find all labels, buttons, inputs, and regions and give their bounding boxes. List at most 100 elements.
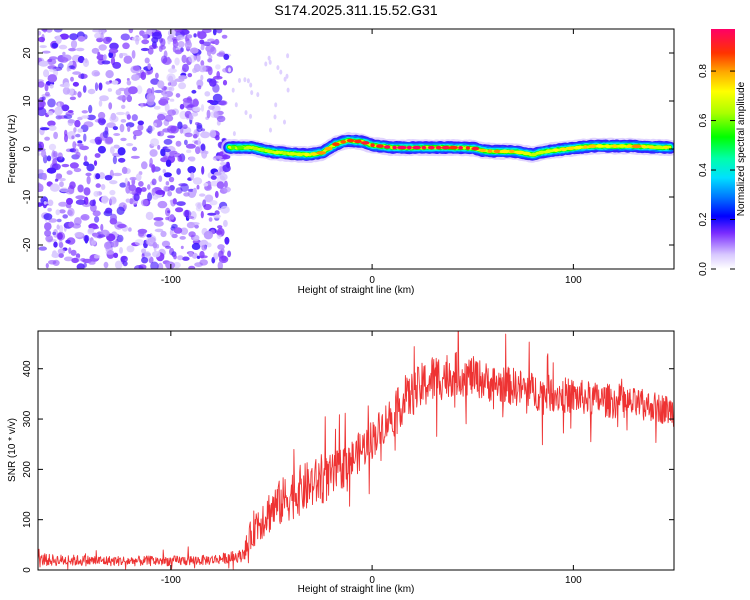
noise-blob [151, 188, 156, 196]
noise-blob [190, 222, 200, 226]
noise-blob [173, 254, 177, 260]
noise-blob [223, 219, 228, 228]
noise-blob [62, 51, 66, 56]
noise-blob [104, 175, 113, 181]
noise-blob [97, 51, 101, 57]
noise-blob [223, 180, 228, 189]
noise-speck [283, 119, 286, 125]
noise-blob [131, 74, 140, 81]
noise-blob [180, 227, 189, 235]
noise-blob [199, 39, 205, 45]
noise-blob [63, 256, 74, 262]
ridge-hotspot [611, 144, 618, 148]
snr-y-label: SNR (10 * v/v) [7, 418, 18, 482]
noise-blob [49, 183, 60, 192]
noise-blob [130, 155, 140, 159]
noise-blob [51, 42, 58, 49]
noise-blob [178, 183, 188, 187]
noise-blob [62, 86, 70, 95]
ridge-hotspot [573, 145, 582, 150]
noise-blob [140, 187, 147, 192]
noise-blob [176, 201, 186, 207]
noise-blob [128, 29, 134, 34]
noise-blob [129, 176, 137, 181]
noise-blob [192, 106, 201, 112]
noise-blob [196, 79, 204, 88]
noise-blob [77, 55, 85, 64]
noise-blob [146, 234, 152, 238]
noise-blob [134, 265, 144, 269]
ridge-hotspot [311, 152, 317, 156]
noise-blob [73, 90, 77, 96]
noise-blob [59, 33, 69, 40]
noise-blob [56, 231, 66, 241]
noise-blob [68, 48, 76, 52]
noise-speck [249, 113, 252, 119]
noise-speck [250, 90, 254, 96]
ridge-hotspot [406, 145, 412, 150]
noise-blob [145, 211, 154, 221]
noise-blob [77, 184, 84, 193]
noise-blob [113, 144, 120, 149]
noise-blob [98, 172, 106, 180]
noise-blob [67, 209, 73, 216]
noise-blob [140, 102, 144, 108]
noise-blob [119, 247, 123, 254]
noise-blob [75, 133, 81, 138]
ridge-hotspot [583, 145, 588, 149]
noise-blob [177, 121, 183, 130]
noise-blob [158, 45, 163, 52]
colorbar-tick-label: 0.4 [698, 163, 709, 177]
noise-blob [42, 29, 48, 33]
noise-blob [82, 58, 90, 68]
noise-blob [167, 190, 173, 197]
noise-blob [107, 88, 113, 92]
noise-blob [182, 256, 190, 261]
noise-blob [80, 214, 90, 221]
noise-blob [47, 58, 53, 63]
noise-blob [125, 198, 131, 203]
noise-blob [216, 115, 226, 123]
noise-blob [169, 229, 174, 236]
noise-blob [174, 29, 183, 33]
ridge-hotspot [316, 151, 327, 155]
noise-blob [155, 166, 160, 171]
noise-blob [204, 150, 209, 155]
noise-blob [108, 102, 113, 110]
noise-blob [182, 63, 189, 73]
noise-blob [164, 103, 170, 112]
noise-blob [192, 133, 198, 139]
noise-blob [165, 245, 171, 249]
noise-blob [176, 34, 184, 41]
noise-blob [184, 139, 188, 146]
noise-blob [53, 241, 58, 248]
noise-blob [160, 230, 167, 238]
noise-blob [197, 85, 202, 90]
noise-blob [83, 121, 94, 128]
noise-blob [179, 236, 186, 240]
noise-blob [164, 114, 174, 122]
noise-blob [137, 228, 148, 234]
noise-blob [200, 45, 205, 51]
noise-blob [163, 138, 173, 145]
noise-blob [74, 119, 81, 128]
noise-blob [167, 109, 177, 116]
noise-blob [208, 105, 215, 110]
noise-blob [194, 224, 199, 229]
noise-blob [167, 82, 172, 86]
noise-blob [101, 60, 111, 65]
noise-blob [191, 112, 199, 117]
noise-blob [160, 96, 170, 102]
noise-blob [182, 124, 188, 130]
ridge-hotspot [545, 149, 552, 153]
noise-blob [135, 187, 143, 194]
noise-blob [201, 165, 205, 175]
noise-blob [131, 114, 138, 122]
ridge-hotspot [617, 144, 627, 148]
noise-blob [207, 58, 213, 63]
noise-blob [196, 124, 203, 133]
noise-blob [105, 70, 114, 79]
noise-blob [113, 252, 119, 258]
noise-blob [195, 205, 203, 212]
noise-blob [61, 104, 70, 112]
